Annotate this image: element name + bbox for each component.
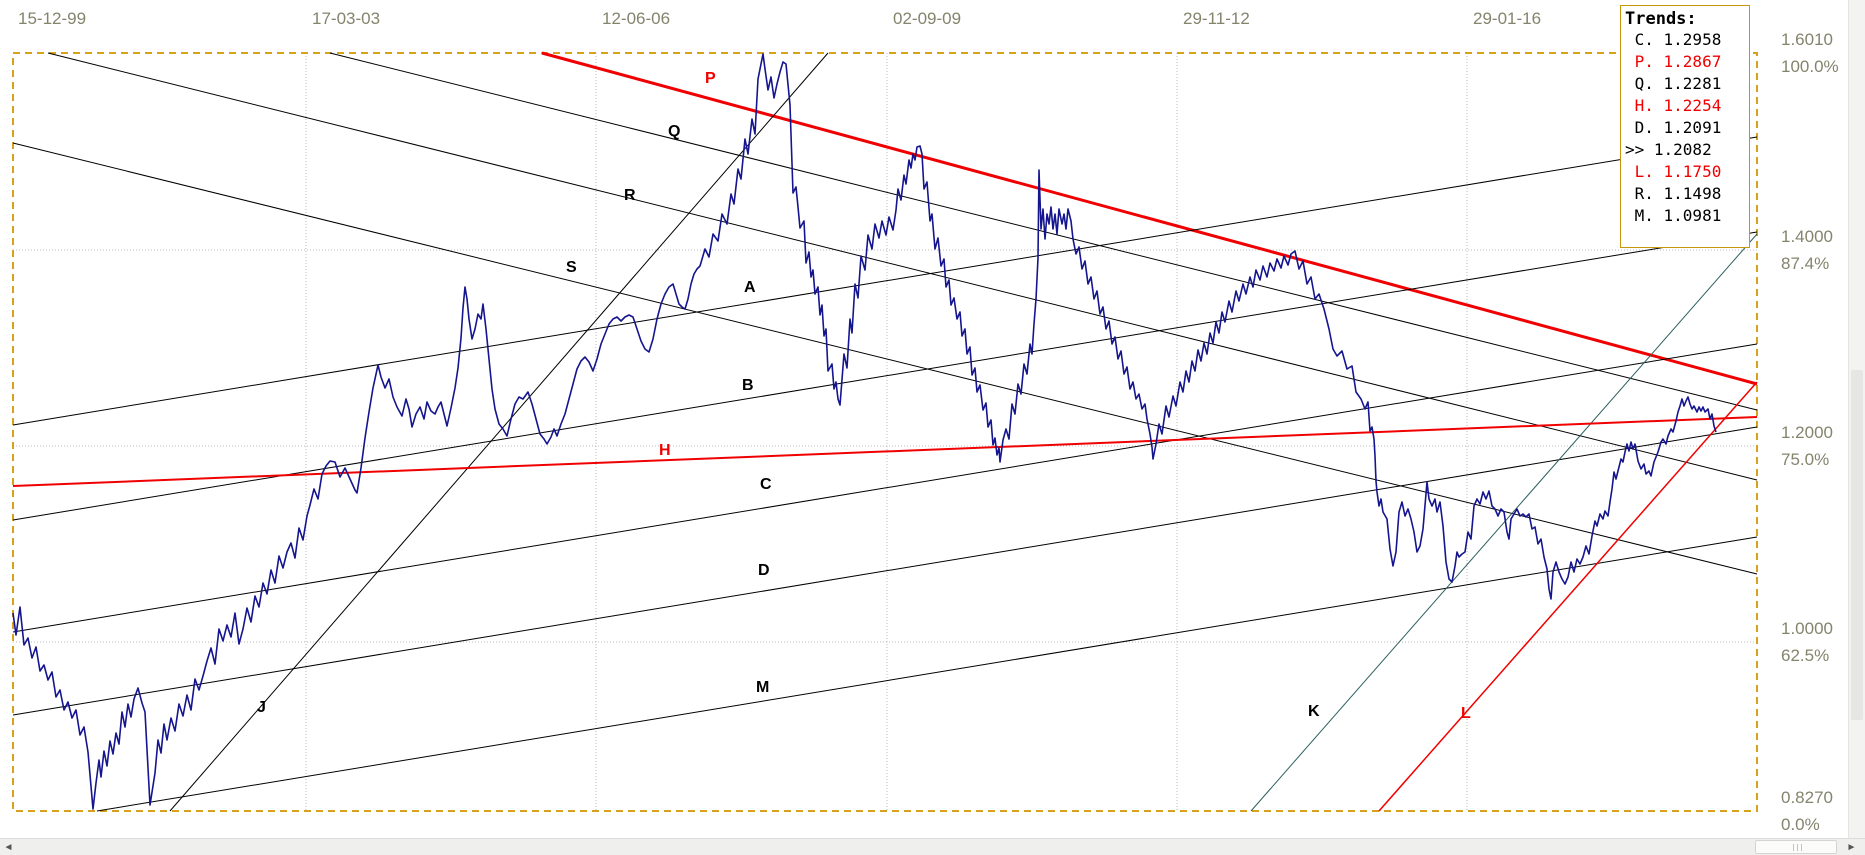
trend-line-P[interactable] (541, 51, 1758, 386)
trend-line-D[interactable] (12, 426, 1758, 716)
trend-line-label-D: D (758, 562, 770, 579)
trend-line-R[interactable] (47, 52, 1758, 481)
trends-legend-panel: Trends: C. 1.2958 P. 1.2867 Q. 1.2281 H.… (1620, 5, 1750, 248)
scroll-left-arrow-icon[interactable]: ◄ (3, 842, 14, 853)
scrollbar-grip-icon (1797, 844, 1798, 851)
trend-line-label-Q: Q (668, 123, 681, 140)
trend-line-S[interactable] (12, 142, 1758, 575)
price-axis-percent: 0.0% (1781, 815, 1820, 834)
trend-line-label-B: B (742, 377, 754, 394)
trends-legend-row: >> 1.2082 (1625, 140, 1712, 159)
trend-line-B[interactable] (12, 231, 1758, 521)
date-axis-label: 15-12-99 (18, 9, 87, 28)
scrollbar-grip-icon (1793, 844, 1794, 851)
date-axis-label: 02-09-09 (893, 9, 962, 28)
horizontal-scrollbar-thumb[interactable] (1755, 840, 1837, 854)
vertical-scrollbar-track[interactable] (1848, 0, 1865, 838)
price-axis-value: 1.2000 (1781, 423, 1833, 442)
trends-legend-row: H. 1.2254 (1625, 96, 1722, 115)
trend-line-C[interactable] (12, 343, 1758, 633)
trend-line-label-H: H (659, 442, 671, 459)
price-axis-percent: 87.4% (1781, 254, 1830, 273)
trends-legend-row: D. 1.2091 (1625, 118, 1722, 137)
trends-legend-row: M. 1.0981 (1625, 206, 1722, 225)
trend-line-L[interactable] (1378, 381, 1758, 812)
trend-line-Q[interactable] (329, 52, 1758, 411)
trend-line-label-M: M (756, 679, 770, 696)
trend-line-label-L: L (1461, 705, 1471, 722)
trends-legend-title: Trends: (1625, 9, 1697, 29)
trend-line-A[interactable] (12, 136, 1758, 426)
trend-line-label-C: C (760, 476, 772, 493)
trend-line-H[interactable] (12, 416, 1758, 487)
trends-legend-row: P. 1.2867 (1625, 52, 1722, 71)
vertical-scrollbar-thumb[interactable] (1851, 370, 1863, 720)
trends-legend-row: Q. 1.2281 (1625, 74, 1722, 93)
trend-line-K[interactable] (1250, 233, 1758, 812)
date-axis-label: 29-11-12 (1183, 9, 1250, 28)
price-axis-value: 0.8270 (1781, 788, 1833, 807)
trends-legend-row: L. 1.1750 (1625, 162, 1722, 181)
trend-line-label-A: A (744, 279, 756, 296)
trend-line-label-R: R (624, 187, 636, 204)
trends-legend-row: C. 1.2958 (1625, 30, 1722, 49)
trend-line-label-K: K (1308, 703, 1320, 720)
price-axis-value: 1.0000 (1781, 619, 1833, 638)
trend-line-M[interactable] (96, 536, 1758, 812)
trends-legend-row: R. 1.1498 (1625, 184, 1722, 203)
price-axis-value: 1.4000 (1781, 227, 1833, 246)
scrollbar-grip-icon (1801, 844, 1802, 851)
plot-area-border (12, 52, 1758, 812)
horizontal-scrollbar-track[interactable]: ◄ ► (0, 838, 1865, 855)
price-axis-percent: 75.0% (1781, 450, 1830, 469)
price-axis-value: 1.6010 (1781, 30, 1833, 49)
trend-line-label-S: S (566, 259, 577, 276)
scroll-right-arrow-icon[interactable]: ► (1846, 842, 1857, 853)
trend-line-label-P: P (705, 70, 716, 87)
price-axis-percent: 100.0% (1781, 57, 1839, 76)
trend-line-J[interactable] (169, 52, 829, 812)
trend-line-label-J: J (257, 699, 266, 716)
date-axis-label: 29-01-16 (1473, 9, 1542, 28)
price-axis-percent: 62.5% (1781, 646, 1830, 665)
date-axis-label: 17-03-03 (312, 9, 381, 28)
date-axis-label: 12-06-06 (602, 9, 671, 28)
price-series-line (12, 53, 1717, 810)
